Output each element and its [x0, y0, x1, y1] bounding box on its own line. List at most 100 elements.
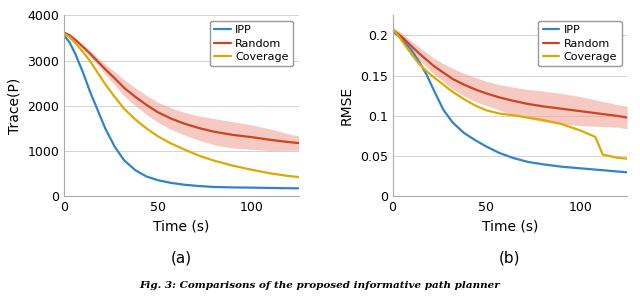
- IPP: [440, 108, 447, 111]
- Random: [483, 91, 490, 95]
- Coverage: [430, 76, 438, 79]
- Random: [430, 64, 438, 68]
- IPP: [120, 158, 128, 162]
- Random: [79, 45, 86, 49]
- Random: [496, 95, 504, 99]
- X-axis label: Time (s): Time (s): [153, 220, 209, 234]
- Random: [557, 107, 565, 111]
- IPP: [229, 185, 237, 189]
- IPP: [539, 162, 547, 166]
- Coverage: [623, 157, 631, 161]
- Line: Random: Random: [64, 33, 299, 143]
- Coverage: [610, 155, 618, 159]
- Coverage: [180, 148, 188, 151]
- IPP: [460, 131, 468, 135]
- IPP: [614, 170, 621, 173]
- Random: [229, 133, 237, 137]
- IPP: [94, 109, 102, 112]
- Coverage: [388, 27, 396, 31]
- IPP: [180, 183, 188, 187]
- Coverage: [295, 175, 303, 179]
- Random: [509, 99, 516, 103]
- Random: [143, 103, 150, 107]
- Text: (a): (a): [171, 251, 192, 266]
- Random: [86, 52, 94, 56]
- IPP: [557, 165, 565, 169]
- Coverage: [591, 135, 599, 139]
- Coverage: [524, 116, 532, 119]
- IPP: [102, 127, 109, 130]
- Random: [102, 68, 109, 71]
- IPP: [422, 72, 430, 76]
- Random: [449, 77, 456, 81]
- IPP: [143, 175, 150, 178]
- Coverage: [577, 129, 584, 132]
- Coverage: [408, 52, 415, 56]
- X-axis label: Time (s): Time (s): [482, 220, 538, 234]
- Random: [623, 116, 631, 119]
- Text: Fig. 3: Comparisons of the proposed informative path planner: Fig. 3: Comparisons of the proposed info…: [140, 281, 500, 290]
- Coverage: [539, 118, 547, 122]
- Coverage: [120, 107, 128, 111]
- IPP: [60, 33, 68, 37]
- Random: [471, 87, 479, 91]
- Line: Random: Random: [392, 30, 627, 118]
- IPP: [509, 156, 516, 160]
- Coverage: [211, 159, 218, 162]
- Random: [388, 28, 396, 32]
- Random: [60, 31, 68, 34]
- Random: [131, 95, 139, 99]
- Coverage: [248, 168, 255, 172]
- Random: [195, 126, 203, 130]
- IPP: [211, 185, 218, 189]
- Coverage: [195, 154, 203, 157]
- Random: [267, 138, 275, 142]
- Random: [120, 86, 128, 90]
- Coverage: [72, 41, 79, 45]
- Random: [524, 102, 532, 106]
- IPP: [449, 121, 456, 124]
- Coverage: [154, 134, 162, 138]
- IPP: [131, 168, 139, 172]
- Random: [595, 112, 603, 115]
- Coverage: [449, 90, 456, 94]
- Random: [422, 58, 430, 61]
- Coverage: [483, 108, 490, 112]
- Coverage: [102, 82, 109, 86]
- Random: [94, 60, 102, 63]
- Coverage: [66, 35, 74, 39]
- Y-axis label: Trace(P): Trace(P): [8, 78, 22, 134]
- Coverage: [167, 142, 175, 145]
- Random: [66, 33, 74, 37]
- Coverage: [599, 153, 607, 157]
- Random: [211, 130, 218, 134]
- IPP: [430, 88, 438, 92]
- Random: [440, 71, 447, 74]
- Coverage: [94, 71, 102, 75]
- IPP: [167, 181, 175, 185]
- IPP: [496, 151, 504, 155]
- Random: [248, 135, 255, 139]
- IPP: [394, 34, 402, 37]
- Line: IPP: IPP: [392, 31, 627, 172]
- IPP: [248, 186, 255, 189]
- IPP: [471, 138, 479, 142]
- Coverage: [86, 60, 94, 63]
- Coverage: [471, 104, 479, 107]
- Coverage: [267, 172, 275, 175]
- Coverage: [614, 156, 621, 160]
- IPP: [267, 186, 275, 190]
- Random: [394, 32, 402, 36]
- IPP: [408, 48, 415, 52]
- Random: [295, 141, 303, 145]
- Line: Coverage: Coverage: [392, 29, 627, 159]
- Random: [111, 76, 118, 80]
- Random: [167, 117, 175, 120]
- IPP: [577, 166, 584, 170]
- IPP: [79, 70, 86, 74]
- IPP: [388, 29, 396, 33]
- Coverage: [400, 42, 408, 45]
- Random: [577, 109, 584, 113]
- Random: [72, 38, 79, 42]
- Random: [408, 44, 415, 48]
